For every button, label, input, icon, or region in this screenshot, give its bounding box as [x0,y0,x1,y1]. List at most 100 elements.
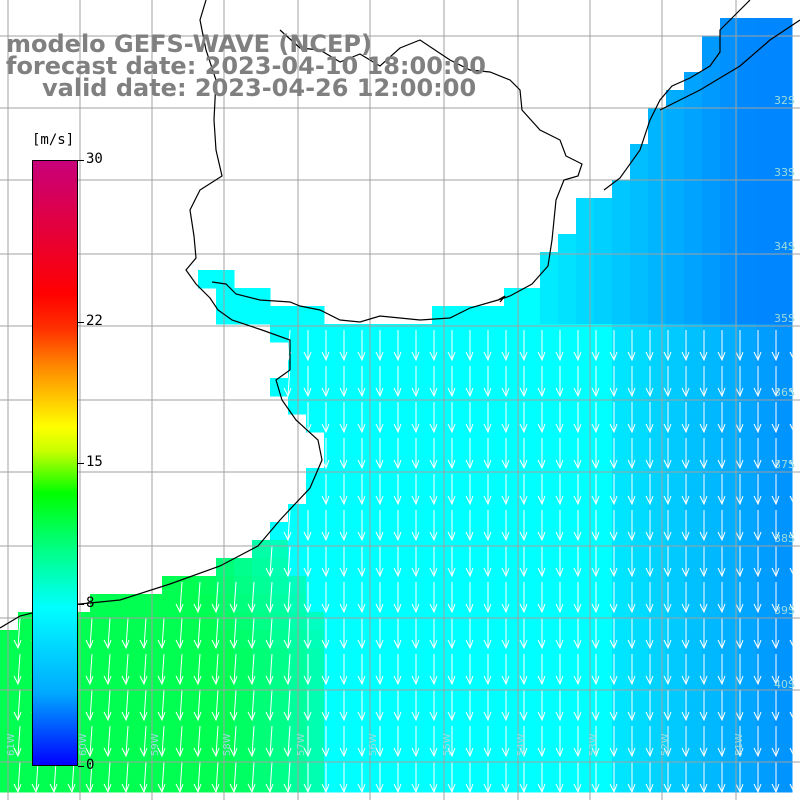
wind-arrow [411,402,420,434]
wind-arrow [735,582,744,614]
wind-cell [666,468,685,487]
wind-cell [558,594,577,613]
wind-cell [306,414,325,433]
wind-arrow [717,690,726,722]
wind-cell [702,180,721,199]
wind-cell [360,648,379,667]
wind-arrow [483,546,492,578]
wind-arrow [175,725,184,758]
wind-cell [630,414,649,433]
wind-cell [540,324,559,343]
wind-cell [216,270,235,289]
wind-cell [612,216,631,235]
wind-cell [396,756,415,775]
wind-arrow [483,654,492,686]
wind-cell [468,450,487,469]
wind-cell [612,594,631,613]
wind-cell [324,558,343,577]
wind-cell [576,306,595,325]
wind-arrow [555,654,564,686]
wind-cell [252,666,271,685]
wind-cell [486,468,505,487]
wind-arrow [771,330,780,362]
wind-arrow [627,330,636,362]
wind-arrow [229,617,238,650]
wind-cell [576,468,595,487]
wind-arrow [663,690,672,722]
wind-cell [684,144,703,163]
wind-cell [684,738,703,757]
wind-cell [648,306,667,325]
wind-cell [432,666,451,685]
wind-cell [522,612,541,631]
wind-cell [504,360,523,379]
lat-label: 39S [774,604,795,617]
wind-arrow [429,654,438,686]
wind-cell [666,306,685,325]
wind-cell [684,540,703,559]
wind-cell [378,342,397,361]
wind-cell [306,540,325,559]
wind-cell [306,594,325,613]
wind-arrow [591,762,600,794]
wind-cell [180,702,199,721]
wind-cell [774,504,793,523]
wind-cell [360,558,379,577]
wind-cell [648,756,667,775]
wind-cell [18,756,37,775]
wind-cell [216,756,235,775]
wind-cell [702,378,721,397]
wind-cell [738,666,757,685]
wind-cell [414,666,433,685]
wind-cell [774,774,793,793]
wind-cell [378,414,397,433]
wind-cell [558,612,577,631]
wind-cell [594,756,613,775]
wind-arrow [663,582,672,614]
wind-cell [414,450,433,469]
wind-arrow [699,762,708,794]
wind-arrow [321,654,330,686]
wind-cell [630,666,649,685]
wind-cell [486,630,505,649]
wind-cell [774,594,793,613]
wind-arrow [537,474,546,506]
wind-cell [432,576,451,595]
wind-cell [324,522,343,541]
wind-cell [666,90,685,109]
wind-cell [774,216,793,235]
wind-arrow [663,762,672,794]
wind-arrow [771,546,780,578]
wind-arrow [229,689,238,722]
wind-cell [594,774,613,793]
wind-cell [306,558,325,577]
wind-cell [738,324,757,343]
wind-cell [432,594,451,613]
lon-label: 53W [588,733,599,756]
wind-cell [720,108,739,127]
wind-arrow [139,761,148,794]
wind-arrow [573,330,582,362]
wind-cell [684,504,703,523]
wind-arrow [573,546,582,578]
wind-cell [216,684,235,703]
title-model: modelo GEFS-WAVE (NCEP) [6,30,372,58]
wind-cell [360,612,379,631]
wind-cell [432,612,451,631]
wind-cell [666,396,685,415]
wind-cell [486,486,505,505]
wind-arrow [483,366,492,398]
wind-cell [720,702,739,721]
wind-cell [360,594,379,613]
wind-cell [450,720,469,739]
wind-cell [594,486,613,505]
wind-arrow [429,762,438,794]
wind-cell [756,540,775,559]
wind-cell [702,288,721,307]
wind-cell [324,738,343,757]
wind-cell [702,414,721,433]
wind-cell [558,684,577,703]
wind-cell [324,378,343,397]
wind-cell [576,252,595,271]
wind-cell [666,216,685,235]
